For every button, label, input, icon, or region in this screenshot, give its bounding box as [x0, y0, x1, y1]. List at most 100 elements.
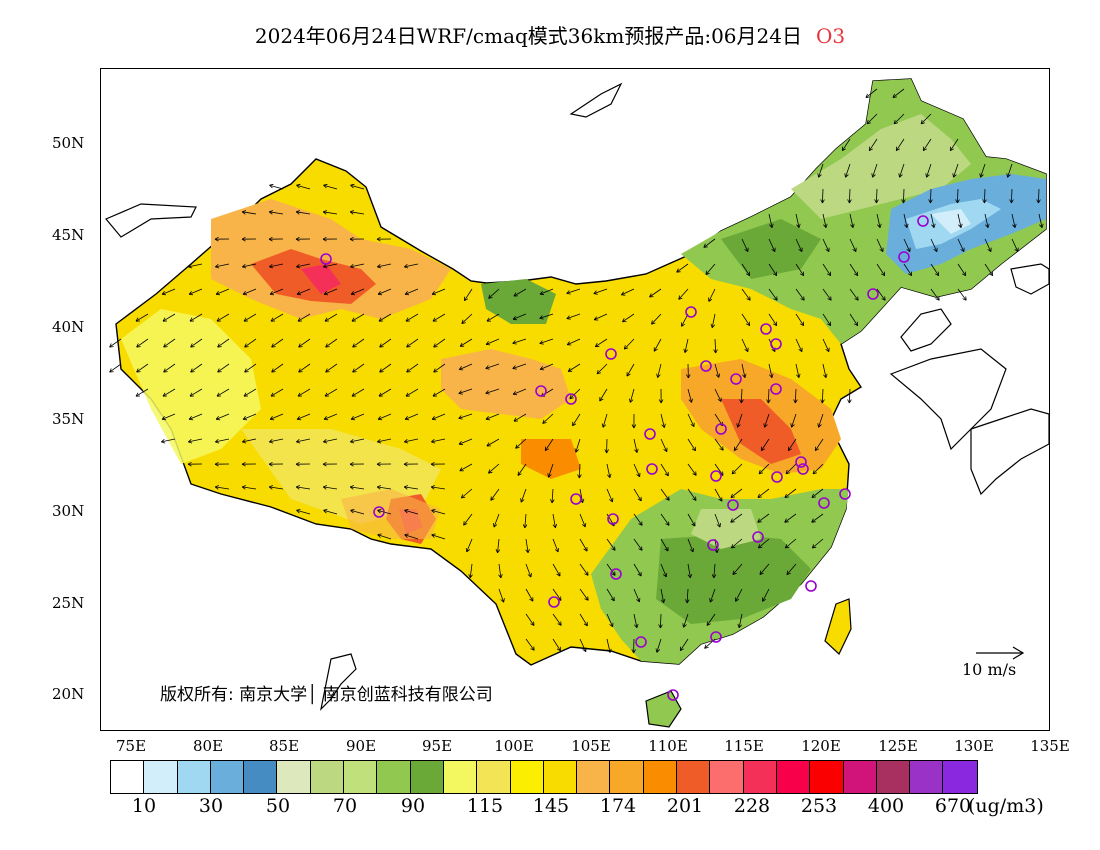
wind-arrowhead — [759, 570, 762, 575]
wind-arrow — [822, 263, 832, 276]
wind-arrow — [552, 513, 556, 528]
wind-arrowhead — [651, 322, 656, 325]
wind-arrowhead — [295, 238, 300, 242]
wind-arrow — [135, 388, 149, 397]
colorbar-swatch — [377, 761, 411, 793]
wind-arrowhead — [162, 392, 166, 397]
wind-arrow — [687, 413, 695, 427]
wind-arrowhead — [109, 371, 114, 373]
wind-arrowhead — [520, 499, 525, 503]
wind-arrowhead — [217, 368, 220, 373]
wind-arrowhead — [269, 438, 273, 443]
wind-arrowhead — [268, 238, 273, 242]
wind-arrowhead — [634, 449, 638, 453]
wind-arrowhead — [242, 441, 247, 444]
wind-arrowhead — [708, 298, 713, 302]
coastline — [889, 348, 1007, 451]
wind-arrowhead — [464, 298, 469, 302]
wind-arrow — [735, 588, 743, 602]
wind-arrowhead — [376, 236, 381, 240]
wind-arrowhead — [431, 485, 436, 488]
wind-arrow — [298, 363, 311, 373]
wind-arrow — [795, 313, 805, 326]
wind-arrowhead — [322, 211, 327, 215]
wind-arrow — [708, 288, 716, 302]
wind-arrow — [350, 288, 365, 295]
wind-arrow — [513, 288, 527, 297]
colorbar-swatch — [310, 761, 345, 793]
wind-arrowhead — [633, 624, 638, 628]
wind-arrowhead — [575, 449, 579, 453]
wind-arrow — [190, 338, 203, 348]
wind-arrowhead — [268, 211, 273, 215]
lat-tick-label: 35N — [52, 410, 85, 428]
wind-arrowhead — [269, 184, 273, 189]
wind-arrowhead — [241, 211, 246, 215]
wind-arrowhead — [583, 548, 588, 552]
coastline — [900, 308, 952, 352]
wind-arrow — [633, 563, 642, 577]
wind-arrow — [794, 388, 797, 404]
wind-arrow — [822, 188, 824, 204]
wind-arrow — [352, 363, 365, 373]
colorbar-label: 145 — [532, 795, 570, 817]
wind-arrowhead — [705, 270, 708, 275]
wind-arrowhead — [899, 174, 903, 178]
wind-arrowhead — [683, 624, 687, 628]
wind-arrow — [350, 486, 365, 490]
wind-arrow — [406, 338, 419, 348]
wind-arrowhead — [432, 317, 436, 322]
wind-arrow — [539, 363, 554, 370]
wind-arrowhead — [530, 648, 535, 651]
wind-arrowhead — [349, 236, 354, 240]
wind-arrowhead — [109, 343, 112, 348]
wind-arrowhead — [433, 368, 436, 373]
wind-arrowhead — [763, 423, 765, 428]
wind-arrowhead — [745, 323, 750, 327]
wind-arrowhead — [323, 290, 327, 295]
wind-arrowhead — [350, 485, 355, 488]
wind-arrow — [768, 263, 778, 276]
wind-arrow — [660, 588, 665, 603]
wind-arrowhead — [460, 494, 464, 499]
wind-arrow — [599, 388, 608, 402]
region-band — [121, 309, 261, 464]
wind-arrowhead — [958, 224, 962, 228]
wind-arrowhead — [433, 343, 436, 348]
wind-arrow — [324, 313, 338, 322]
wind-arrowhead — [269, 485, 274, 488]
wind-arrowhead — [488, 297, 493, 299]
wind-arrow — [757, 513, 770, 523]
wind-arrow — [135, 313, 149, 322]
wind-arrowhead — [737, 424, 741, 428]
wind-arrow — [163, 363, 176, 373]
wind-arrowhead — [904, 224, 908, 228]
wind-arrowhead — [433, 346, 438, 348]
wind-arrow — [633, 513, 643, 526]
wind-arrowhead — [660, 599, 665, 603]
wind-arrow — [579, 563, 589, 576]
wind-arrow — [657, 363, 662, 378]
wind-arrow — [622, 313, 635, 323]
wind-arrowhead — [322, 238, 327, 242]
wind-arrowhead — [500, 573, 503, 579]
wind-arrow — [633, 538, 643, 551]
wind-arrow — [161, 413, 176, 420]
wind-arrowhead — [739, 399, 742, 404]
wind-arrow — [379, 363, 392, 373]
colorbar-swatch — [743, 761, 777, 793]
wind-arrow — [215, 288, 230, 295]
wind-arrowhead — [785, 472, 791, 475]
wind-arrow — [714, 438, 724, 451]
wind-arrowhead — [609, 648, 612, 653]
wind-arrow — [323, 211, 338, 215]
wind-arrow — [162, 313, 176, 322]
region-green-se — [656, 534, 811, 624]
wind-arrow — [323, 438, 338, 443]
wind-arrowhead — [638, 548, 643, 551]
wind-arrowhead — [404, 510, 408, 514]
wind-arrow — [485, 413, 500, 420]
wind-arrowhead — [660, 624, 663, 629]
wind-arrowhead — [135, 317, 139, 322]
wind-arrow — [732, 563, 743, 575]
